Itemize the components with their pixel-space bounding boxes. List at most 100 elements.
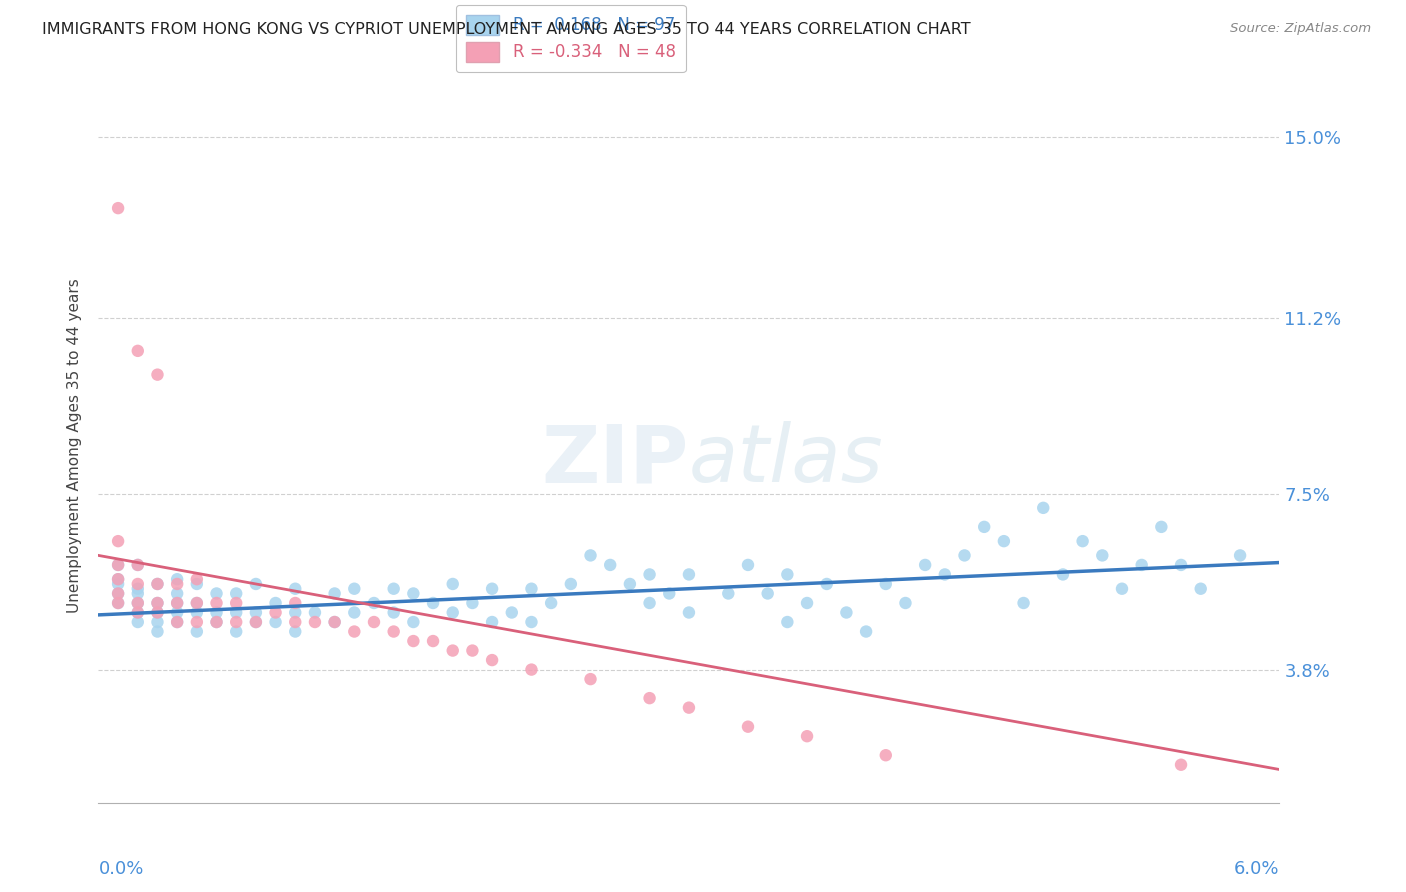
Point [520, 663, 543, 677]
Point [776, 615, 799, 629]
Point [461, 643, 484, 657]
Point [166, 615, 188, 629]
Point [993, 534, 1015, 549]
Point [402, 615, 425, 629]
Text: atlas: atlas [689, 421, 884, 500]
Point [225, 586, 247, 600]
Point [107, 586, 129, 600]
Point [1071, 534, 1094, 549]
Point [422, 634, 444, 648]
Point [1130, 558, 1153, 572]
Point [343, 624, 366, 639]
Text: 6.0%: 6.0% [1234, 860, 1279, 878]
Point [186, 596, 208, 610]
Point [225, 596, 247, 610]
Point [284, 624, 307, 639]
Point [264, 596, 287, 610]
Point [875, 748, 897, 763]
Point [225, 615, 247, 629]
Point [441, 577, 464, 591]
Point [796, 596, 818, 610]
Point [323, 615, 346, 629]
Point [638, 567, 661, 582]
Point [127, 615, 149, 629]
Point [205, 615, 228, 629]
Point [186, 572, 208, 586]
Point [599, 558, 621, 572]
Point [343, 606, 366, 620]
Text: IMMIGRANTS FROM HONG KONG VS CYPRIOT UNEMPLOYMENT AMONG AGES 35 TO 44 YEARS CORR: IMMIGRANTS FROM HONG KONG VS CYPRIOT UNE… [42, 22, 970, 37]
Point [382, 582, 405, 596]
Point [875, 577, 897, 591]
Point [146, 368, 169, 382]
Point [540, 596, 562, 610]
Point [146, 606, 169, 620]
Point [441, 643, 464, 657]
Point [481, 653, 503, 667]
Point [225, 606, 247, 620]
Point [245, 577, 267, 591]
Point [914, 558, 936, 572]
Point [363, 596, 385, 610]
Point [186, 615, 208, 629]
Point [323, 615, 346, 629]
Point [186, 596, 208, 610]
Point [579, 549, 602, 563]
Point [855, 624, 877, 639]
Point [560, 577, 582, 591]
Point [107, 558, 129, 572]
Point [107, 534, 129, 549]
Point [638, 691, 661, 706]
Point [264, 615, 287, 629]
Point [1229, 549, 1251, 563]
Point [284, 615, 307, 629]
Point [186, 577, 208, 591]
Point [146, 615, 169, 629]
Point [382, 606, 405, 620]
Legend: R =  0.168   N = 97, R = -0.334   N = 48: R = 0.168 N = 97, R = -0.334 N = 48 [456, 4, 686, 72]
Point [796, 729, 818, 743]
Point [127, 606, 149, 620]
Point [107, 596, 129, 610]
Point [127, 558, 149, 572]
Point [107, 201, 129, 215]
Point [186, 606, 208, 620]
Point [127, 596, 149, 610]
Point [166, 572, 188, 586]
Point [717, 586, 740, 600]
Point [107, 572, 129, 586]
Point [107, 577, 129, 591]
Point [461, 596, 484, 610]
Point [166, 606, 188, 620]
Point [481, 615, 503, 629]
Point [107, 596, 129, 610]
Point [1012, 596, 1035, 610]
Point [1111, 582, 1133, 596]
Point [1150, 520, 1173, 534]
Point [776, 567, 799, 582]
Point [737, 720, 759, 734]
Point [107, 572, 129, 586]
Point [973, 520, 995, 534]
Point [402, 634, 425, 648]
Point [520, 615, 543, 629]
Point [678, 700, 700, 714]
Point [894, 596, 917, 610]
Point [638, 596, 661, 610]
Point [166, 577, 188, 591]
Point [343, 582, 366, 596]
Point [107, 558, 129, 572]
Y-axis label: Unemployment Among Ages 35 to 44 years: Unemployment Among Ages 35 to 44 years [67, 278, 83, 614]
Point [422, 596, 444, 610]
Point [756, 586, 779, 600]
Point [323, 586, 346, 600]
Point [146, 577, 169, 591]
Point [1052, 567, 1074, 582]
Point [363, 615, 385, 629]
Point [245, 615, 267, 629]
Point [441, 606, 464, 620]
Point [127, 582, 149, 596]
Point [953, 549, 976, 563]
Point [402, 586, 425, 600]
Point [1032, 500, 1054, 515]
